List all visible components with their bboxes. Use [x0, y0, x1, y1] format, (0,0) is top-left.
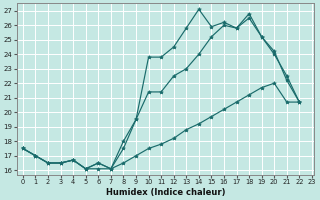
X-axis label: Humidex (Indice chaleur): Humidex (Indice chaleur): [106, 188, 225, 197]
